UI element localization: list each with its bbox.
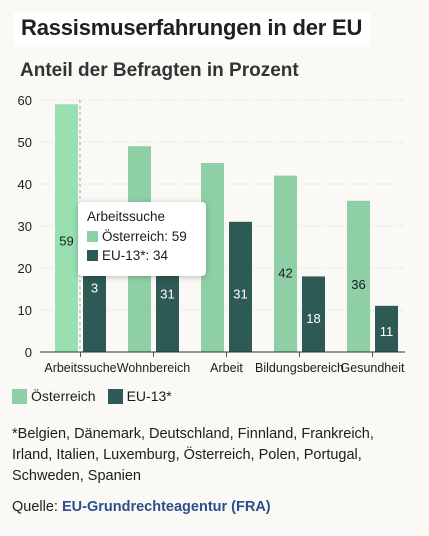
data-label-eu13: 31 xyxy=(160,286,174,301)
y-tick-label: 40 xyxy=(18,177,32,192)
tooltip-value-eu13: EU-13*: 34 xyxy=(102,248,169,263)
legend-swatch-eu13 xyxy=(107,388,123,404)
tooltip-swatch-oesterreich xyxy=(87,231,98,242)
data-label-oesterreich: 36 xyxy=(351,277,365,292)
source-label: Quelle: xyxy=(12,499,58,515)
tooltip-swatch-eu13 xyxy=(87,250,98,261)
data-label-eu13: 31 xyxy=(233,286,247,301)
bar-oesterreich[interactable] xyxy=(55,104,78,352)
legend-item-eu13[interactable]: EU-13* xyxy=(107,388,172,404)
y-tick-label: 30 xyxy=(18,219,32,234)
data-label-eu13: 11 xyxy=(380,324,394,339)
data-label-eu13: 3 xyxy=(91,281,98,296)
chart-tooltip: Arbeitssuche Österreich: 59 EU-13*: 34 xyxy=(78,202,206,276)
bar-oesterreich[interactable] xyxy=(201,163,224,352)
bar-chart[interactable]: 0 10 20 30 40 50 60 59 3 Arbeitssuche 31 Wohnbereic… xyxy=(0,88,429,378)
tooltip-row-eu13: EU-13*: 34 xyxy=(87,248,197,263)
chart-legend: Österreich EU-13* xyxy=(12,388,172,404)
bar-oesterreich[interactable] xyxy=(347,200,370,352)
tooltip-value-oesterreich: Österreich: 59 xyxy=(102,229,187,244)
x-tick-label: Arbeitssuche xyxy=(44,361,116,375)
x-tick-label: Wohnbereich xyxy=(117,361,190,375)
data-label-oesterreich: 59 xyxy=(59,233,73,248)
legend-label-eu13: EU-13* xyxy=(126,388,172,404)
y-tick-label: 50 xyxy=(18,135,32,150)
source-line: Quelle: EU-Grundrechteagentur (FRA) xyxy=(12,499,271,515)
data-label-oesterreich: 42 xyxy=(278,266,292,281)
y-tick-label: 0 xyxy=(25,345,32,360)
y-tick-label: 60 xyxy=(18,93,32,108)
tooltip-row-oesterreich: Österreich: 59 xyxy=(87,229,197,244)
x-tick-label: Arbeit xyxy=(210,361,243,375)
data-label-eu13: 18 xyxy=(306,311,320,326)
footnote: *Belgien, Dänemark, Deutschland, Finnlan… xyxy=(12,426,374,484)
bar-oesterreich[interactable] xyxy=(274,175,297,352)
source-link[interactable]: EU-Grundrechteagentur (FRA) xyxy=(61,499,271,515)
bar-eu13[interactable] xyxy=(302,276,325,352)
chart-subtitle: Anteil der Befragten in Prozent xyxy=(20,60,299,81)
x-tick-label: Gesundheit xyxy=(341,361,405,375)
bar-eu13[interactable] xyxy=(375,305,398,352)
bar-eu13[interactable] xyxy=(229,221,252,352)
tooltip-title: Arbeitssuche xyxy=(87,209,166,224)
legend-label-oesterreich: Österreich xyxy=(31,388,96,404)
legend-swatch-oesterreich xyxy=(12,388,27,404)
y-tick-label: 20 xyxy=(18,261,32,276)
x-tick-label: Bildungsbereich xyxy=(255,361,344,375)
chart-title: Rassismuserfahrungen in der EU xyxy=(14,12,371,45)
y-tick-label: 10 xyxy=(18,303,32,318)
legend-item-oesterreich[interactable]: Österreich xyxy=(12,388,96,404)
